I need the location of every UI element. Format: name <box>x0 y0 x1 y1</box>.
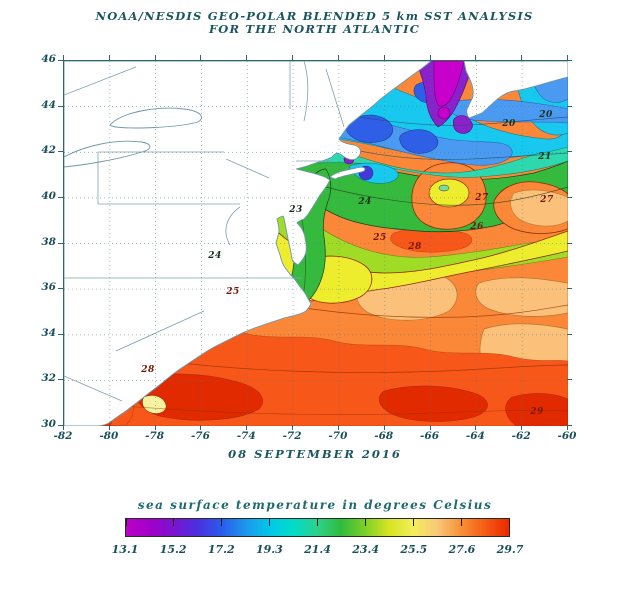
axis-tick <box>246 55 248 60</box>
axis-tick <box>475 425 477 430</box>
figure-title-line2: FOR THE NORTH ATLANTIC <box>208 22 421 36</box>
axis-tick <box>521 55 523 60</box>
axis-tick <box>383 55 385 60</box>
axis-tick <box>521 425 523 430</box>
axis-tick <box>58 379 63 381</box>
axis-tick <box>58 105 63 107</box>
axis-tick <box>567 425 572 426</box>
axis-tick <box>58 333 63 335</box>
y-axis-tick-label: 36 <box>41 281 56 294</box>
graticule <box>64 61 568 426</box>
axis-tick <box>200 55 202 60</box>
axis-tick <box>246 425 248 430</box>
axis-tick <box>567 105 572 107</box>
colorbar-tick <box>364 519 366 526</box>
great-lakes <box>64 107 202 168</box>
colorbar-title: sea surface temperature in degrees Celsi… <box>137 498 493 512</box>
fundy-magenta-core <box>433 61 465 120</box>
x-axis-tick-label: -82 <box>53 430 73 442</box>
colorbar-tick <box>125 519 127 526</box>
axis-tick <box>58 196 63 198</box>
colorbar-tick <box>173 519 175 526</box>
colorbar-tick-label: 15.2 <box>159 543 187 556</box>
colorbar-tick <box>508 519 510 526</box>
axis-tick <box>108 55 110 60</box>
colorbar-tick-label: 25.5 <box>400 543 428 556</box>
axis-tick <box>337 425 339 430</box>
teal-band <box>291 134 568 178</box>
y-axis-tick-label: 34 <box>41 326 56 339</box>
y-axis-tick-label: 38 <box>41 235 56 248</box>
state-borders <box>64 61 345 402</box>
axis-tick <box>154 425 156 430</box>
y-axis-tick-label: 46 <box>41 53 56 65</box>
colorbar-tick <box>412 519 414 526</box>
colorbar-tick-label: 21.4 <box>304 543 331 556</box>
y-axis-tick-label: 30 <box>41 418 56 430</box>
colorbar-tick <box>317 519 318 526</box>
axis-tick <box>58 288 63 290</box>
x-axis-tick-label: -62 <box>511 430 531 442</box>
axis-tick <box>58 151 63 153</box>
sst-map <box>63 60 568 426</box>
colorbar <box>125 518 510 537</box>
axis-tick <box>567 333 572 335</box>
x-axis-tick-label: -72 <box>282 430 302 442</box>
axis-tick <box>567 196 572 198</box>
colorbar-tick-label: 29.7 <box>496 543 524 556</box>
axis-tick <box>383 425 385 430</box>
axis-tick <box>567 60 572 61</box>
y-axis-tick-label: 42 <box>41 144 56 157</box>
axis-tick <box>200 425 202 430</box>
axis-tick <box>475 55 477 60</box>
axis-tick <box>108 425 110 430</box>
axis-tick <box>63 55 64 60</box>
axis-tick <box>567 379 572 381</box>
x-axis-tick-label: -70 <box>328 430 348 442</box>
x-axis-tick-label: -74 <box>236 430 256 442</box>
axis-tick <box>154 55 156 60</box>
sst-map-graphic <box>64 61 568 426</box>
axis-tick <box>58 425 63 426</box>
axis-tick <box>567 288 572 290</box>
y-axis-tick-label: 40 <box>41 189 56 202</box>
x-axis-tick-label: -76 <box>190 430 210 442</box>
colorbar-tick-label: 17.2 <box>207 543 235 556</box>
x-axis-tick-label: -78 <box>145 430 165 442</box>
axis-tick <box>58 242 63 244</box>
axis-tick <box>58 60 63 61</box>
y-axis-tick-label: 44 <box>41 98 56 111</box>
warm-ring-eddies <box>411 162 568 234</box>
y-axis-tick-label: 32 <box>41 372 56 385</box>
colorbar-tick-label: 27.6 <box>448 543 476 556</box>
x-axis-tick-label: -60 <box>557 430 577 442</box>
axis-tick <box>292 425 294 430</box>
axis-tick <box>429 425 431 430</box>
colorbar-tick <box>269 519 271 526</box>
axis-tick <box>337 55 339 60</box>
colorbar-tick-label: 13.1 <box>111 543 139 556</box>
axis-tick <box>63 425 64 430</box>
axis-tick <box>567 55 568 60</box>
x-axis-tick-label: -66 <box>420 430 440 442</box>
figure-title-line1: NOAA/NESDIS GEO-POLAR BLENDED 5 km SST A… <box>95 9 534 23</box>
date-label: 08 SEPTEMBER 2016 <box>228 447 402 461</box>
colorbar-tick-label: 23.4 <box>352 543 380 556</box>
axis-tick <box>292 55 294 60</box>
x-axis-tick-label: -80 <box>99 430 119 442</box>
axis-tick <box>429 55 431 60</box>
colorbar-tick <box>460 519 462 526</box>
colorbar-tick <box>221 519 223 526</box>
x-axis-tick-label: -64 <box>465 430 485 442</box>
axis-tick <box>567 425 568 430</box>
axis-tick <box>567 242 572 244</box>
axis-tick <box>567 151 572 153</box>
colorbar-tick-label: 19.3 <box>255 543 283 556</box>
x-axis-tick-label: -68 <box>374 430 394 442</box>
